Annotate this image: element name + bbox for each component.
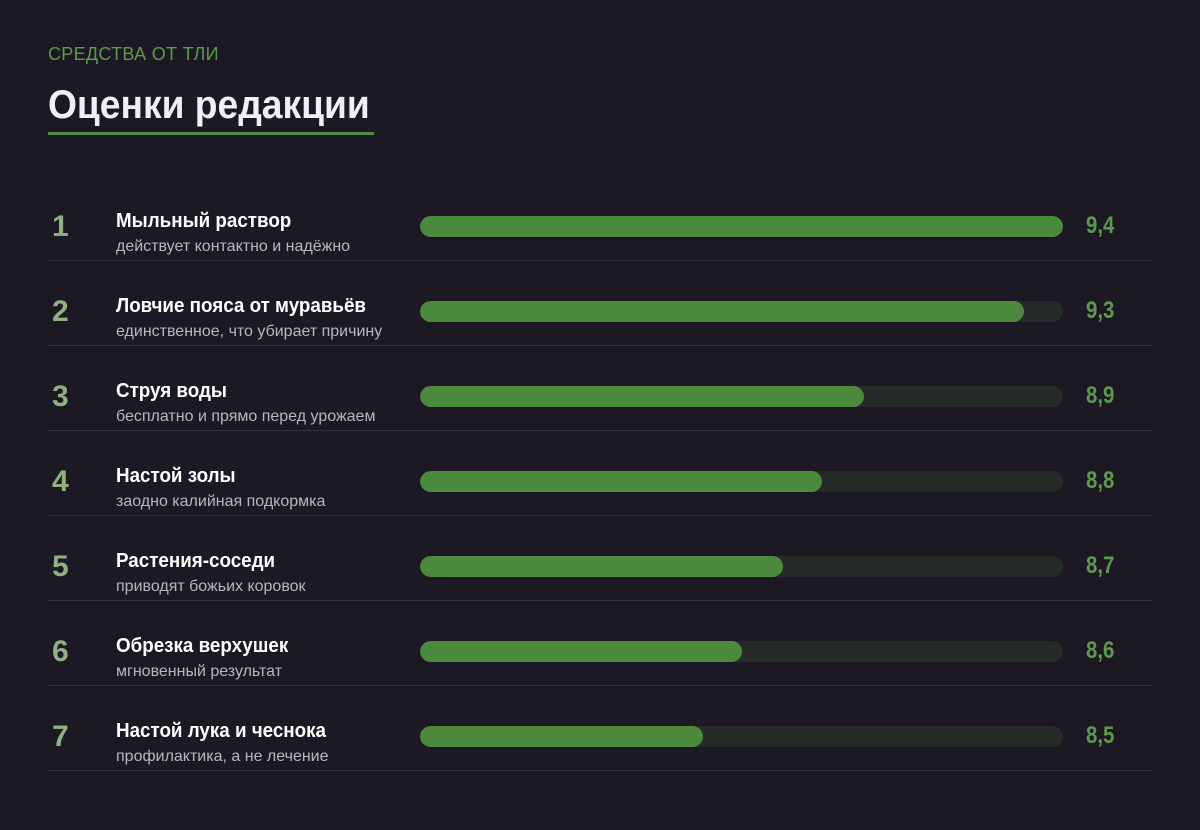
bar-fill — [420, 726, 703, 747]
rating-row: 1 Мыльный раствор действует контактно и на… — [48, 176, 1153, 261]
rank-number: 5 — [52, 550, 69, 583]
rank-number: 3 — [52, 380, 69, 413]
bar-track — [420, 216, 1063, 237]
item-name: Обрезка верхушек — [116, 635, 289, 657]
bar-fill — [420, 641, 742, 662]
bar-track — [420, 556, 1063, 577]
bar-fill — [420, 216, 1063, 237]
score-label: 8,9 — [1086, 382, 1115, 409]
bar-track — [420, 641, 1063, 662]
rank-number: 7 — [52, 720, 69, 753]
item-description: заодно калийная подкормка — [116, 493, 326, 510]
rating-row: 2 Ловчие пояса от муравьёв единственное, ч… — [48, 261, 1153, 346]
rank-number: 2 — [52, 295, 69, 328]
item-description: приводят божьих коровок — [116, 578, 306, 595]
page-title: Оценки редакции — [48, 83, 370, 127]
ratings-list: 1 Мыльный раствор действует контактно и на… — [48, 176, 1153, 771]
item-description: профилактика, а не лечение — [116, 748, 329, 765]
rating-row: 5 Растения-соседи приводят божьих коровок 8… — [48, 516, 1153, 601]
score-label: 9,3 — [1086, 297, 1115, 324]
score-label: 8,5 — [1086, 722, 1115, 749]
bar-track — [420, 471, 1063, 492]
item-name: Мыльный раствор — [116, 210, 292, 232]
bar-track — [420, 301, 1063, 322]
page-title-block: Оценки редакции — [48, 80, 394, 135]
score-label: 8,7 — [1086, 552, 1115, 579]
bar-track — [420, 726, 1063, 747]
rating-row: 3 Струя воды бесплатно и прямо перед урожа… — [48, 346, 1153, 431]
score-label: 8,6 — [1086, 637, 1115, 664]
rank-number: 1 — [52, 210, 69, 243]
item-name: Растения-соседи — [116, 550, 276, 572]
bar-fill — [420, 471, 822, 492]
score-label: 9,4 — [1086, 212, 1115, 239]
rating-row: 7 Настой лука и чеснока профилактика, а не… — [48, 686, 1153, 771]
bar-fill — [420, 386, 864, 407]
item-name: Ловчие пояса от муравьёв — [116, 295, 366, 317]
item-name: Настой золы — [116, 465, 236, 487]
rating-row: 4 Настой золы заодно калийная подкормка 8,8 — [48, 431, 1153, 516]
item-name: Настой лука и чеснока — [116, 720, 327, 742]
rating-row: 6 Обрезка верхушек мгновенный результат 8,6 — [48, 601, 1153, 686]
item-description: бесплатно и прямо перед урожаем — [116, 408, 376, 425]
rank-number: 4 — [52, 465, 69, 498]
eyebrow-label: СРЕДСТВА ОТ ТЛИ — [48, 44, 219, 64]
bar-track — [420, 386, 1063, 407]
bar-fill — [420, 301, 1025, 322]
item-name: Струя воды — [116, 380, 227, 402]
item-description: единственное, что убирает причину — [116, 323, 383, 340]
title-underline — [48, 132, 374, 135]
item-description: действует контактно и надёжно — [116, 238, 351, 255]
bar-fill — [420, 556, 784, 577]
item-description: мгновенный результат — [116, 663, 283, 680]
score-label: 8,8 — [1086, 467, 1115, 494]
rank-number: 6 — [52, 635, 69, 668]
